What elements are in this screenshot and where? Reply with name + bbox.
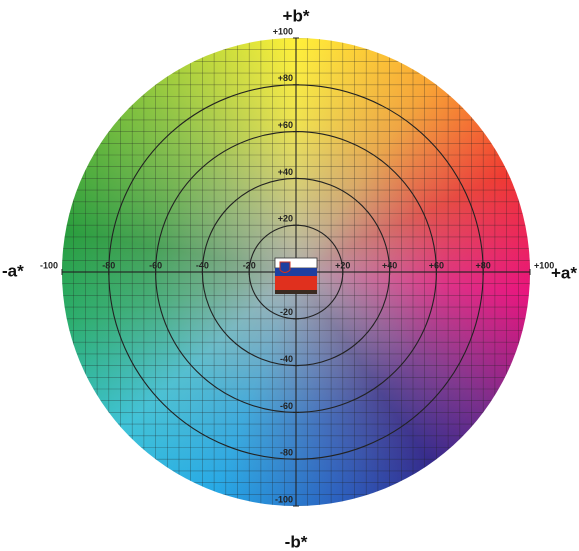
b-tick-label: -60 (280, 401, 293, 411)
a-tick-label: +40 (382, 260, 397, 270)
flag (274, 257, 318, 294)
axis-label: +b* (283, 6, 310, 25)
b-tick-label: +80 (278, 73, 293, 83)
axis-label: -b* (285, 532, 308, 551)
b-tick-label: +20 (278, 214, 293, 224)
b-tick-label: +60 (278, 120, 293, 130)
a-tick-label: -20 (243, 260, 256, 270)
a-tick-label: +100 (534, 260, 554, 270)
a-tick-label: +20 (335, 260, 350, 270)
axis-label: +a* (551, 263, 577, 282)
b-tick-label: -100 (275, 494, 293, 504)
b-tick-label: -80 (280, 448, 293, 458)
a-tick-label: -100 (40, 260, 58, 270)
a-tick-label: -40 (196, 260, 209, 270)
a-tick-label: +60 (429, 260, 444, 270)
b-tick-label: +100 (273, 26, 293, 36)
a-tick-label: +80 (476, 260, 491, 270)
labels: -100 -80 -60 -40 -20 +20 +40 +60 +80 +100 -100 -80 -… (40, 26, 554, 507)
b-tick-label: +40 (278, 167, 293, 177)
axis-label: -a* (2, 261, 24, 280)
b-tick-label: -40 (280, 354, 293, 364)
b-tick-label: -20 (280, 307, 293, 317)
a-tick-label: -60 (149, 260, 162, 270)
a-tick-label: -80 (102, 260, 115, 270)
